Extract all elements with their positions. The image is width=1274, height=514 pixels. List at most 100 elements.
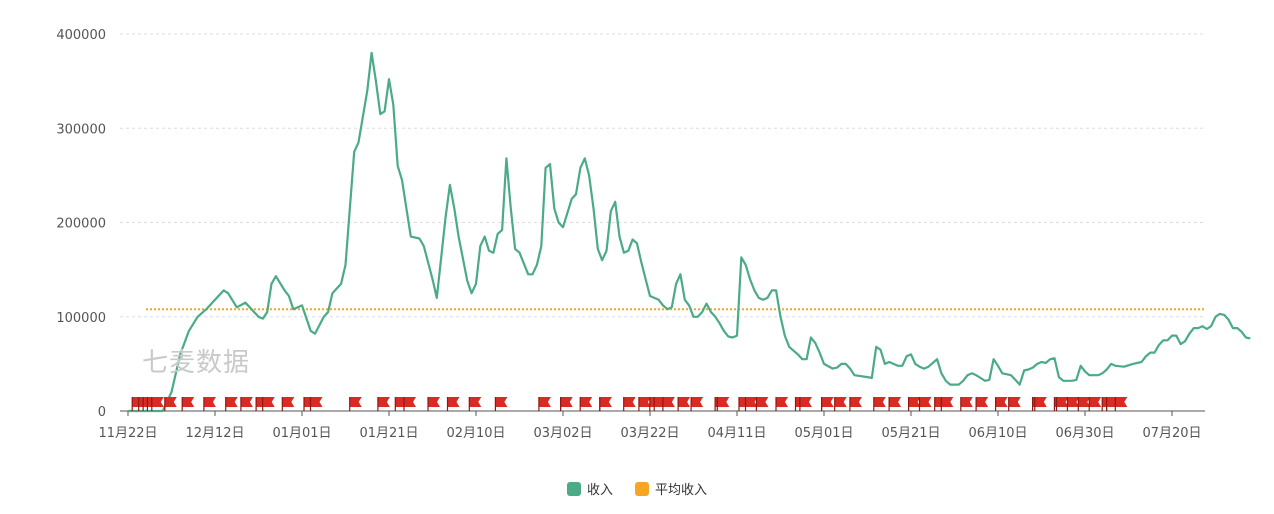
flag-shape xyxy=(377,397,390,407)
flag-shape xyxy=(623,397,636,407)
flag-icon xyxy=(820,397,834,411)
flag-icon xyxy=(494,397,508,411)
revenue-series-line xyxy=(128,51,1251,413)
y-tick-label: 0 xyxy=(98,405,106,420)
series-layer xyxy=(128,51,1251,413)
x-tick-label: 01月01日 xyxy=(272,426,331,441)
legend-swatch-average xyxy=(635,481,649,496)
flag-icon xyxy=(716,397,730,411)
x-tick-label: 03月02日 xyxy=(533,426,592,441)
watermark: 七麦数据 xyxy=(142,348,251,378)
flag-shape xyxy=(638,397,651,407)
flag-shape xyxy=(349,397,362,407)
flag-icon xyxy=(427,397,440,411)
legend-label-revenue: 收入 xyxy=(586,483,613,498)
flag-icon xyxy=(1077,397,1091,411)
legend: 收入 平均收入 xyxy=(0,479,1274,498)
flag-icon xyxy=(579,397,593,411)
flag-shape xyxy=(282,397,295,407)
flag-icon xyxy=(468,397,482,411)
y-tick-label: 200000 xyxy=(56,217,106,232)
event-flags xyxy=(131,397,1128,411)
flag-shape xyxy=(1067,397,1080,407)
flag-shape xyxy=(1078,397,1091,407)
flag-icon xyxy=(281,397,295,411)
flag-icon xyxy=(744,397,758,411)
flag-shape xyxy=(1115,397,1128,407)
flag-icon xyxy=(677,397,691,411)
x-tick-label: 11月22日 xyxy=(98,426,157,441)
x-axis: 11月22日 12月12日 01月01日 01月21日 02月10日 03月02日 03月2… xyxy=(98,410,1205,441)
flag-shape xyxy=(717,397,730,407)
flag-icon xyxy=(888,397,902,411)
flag-shape xyxy=(776,397,788,407)
flag-shape xyxy=(495,397,508,407)
flag-shape xyxy=(834,397,847,407)
flag-icon xyxy=(164,397,177,411)
y-tick-label: 400000 xyxy=(56,28,106,43)
flag-icon xyxy=(775,397,788,411)
flag-icon xyxy=(240,397,253,411)
x-tick-label: 07月20日 xyxy=(1142,426,1201,441)
flag-shape xyxy=(889,397,902,407)
flag-icon xyxy=(799,397,812,411)
flag-icon xyxy=(538,397,551,411)
flag-icon xyxy=(1066,397,1080,411)
legend-label-average: 平均收入 xyxy=(655,483,708,498)
flag-shape xyxy=(873,397,886,407)
x-tick-label: 02月10日 xyxy=(446,426,505,441)
flag-shape xyxy=(447,397,460,407)
flag-icon xyxy=(349,397,362,411)
flag-shape xyxy=(849,397,862,407)
flag-icon xyxy=(1055,397,1069,411)
revenue-line-chart: 0 100000 200000 300000 400000 11月22日 12月12日 01… xyxy=(56,28,1251,441)
flag-shape xyxy=(262,397,275,407)
flag-icon xyxy=(446,397,460,411)
flag-icon xyxy=(1114,397,1128,411)
flag-shape xyxy=(182,397,195,407)
flag-icon xyxy=(1008,397,1021,411)
flag-shape xyxy=(799,397,812,407)
x-tick-label: 01月21日 xyxy=(359,426,418,441)
flag-icon xyxy=(225,397,238,411)
flag-icon xyxy=(599,397,612,411)
x-tick-label: 06月10日 xyxy=(968,426,1027,441)
legend-item-average[interactable]: 平均收入 xyxy=(635,479,707,498)
flag-shape xyxy=(580,397,593,407)
flag-shape xyxy=(310,397,323,407)
flag-shape xyxy=(560,397,573,407)
flag-shape xyxy=(225,397,238,407)
flag-icon xyxy=(690,397,704,411)
flag-shape xyxy=(164,397,177,407)
flag-shape xyxy=(976,397,989,407)
flag-shape xyxy=(662,397,675,407)
flag-icon xyxy=(623,397,636,411)
flag-shape xyxy=(678,397,691,407)
flag-icon xyxy=(559,397,573,411)
flag-shape xyxy=(404,397,416,407)
grid-lines xyxy=(120,33,1205,318)
flag-shape xyxy=(240,397,253,407)
flag-shape xyxy=(821,397,834,407)
x-tick-label: 03月22日 xyxy=(620,426,679,441)
flag-icon xyxy=(262,397,275,411)
x-tick-label: 05月01日 xyxy=(794,426,853,441)
flag-icon xyxy=(181,397,195,411)
flag-shape xyxy=(919,397,932,407)
flag-icon xyxy=(638,397,651,411)
flag-icon xyxy=(755,397,769,411)
flag-shape xyxy=(995,397,1008,407)
flag-icon xyxy=(403,397,416,411)
flag-shape xyxy=(203,397,216,407)
x-tick-label: 05月21日 xyxy=(881,426,940,441)
flag-icon xyxy=(918,397,932,411)
flag-icon xyxy=(203,397,216,411)
flag-shape xyxy=(691,397,704,407)
flag-icon xyxy=(994,397,1008,411)
flag-shape xyxy=(960,397,973,407)
flag-shape xyxy=(599,397,612,407)
flag-icon xyxy=(151,397,164,411)
flag-icon xyxy=(873,397,886,411)
legend-item-revenue[interactable]: 收入 xyxy=(566,479,613,498)
flag-shape xyxy=(469,397,482,407)
